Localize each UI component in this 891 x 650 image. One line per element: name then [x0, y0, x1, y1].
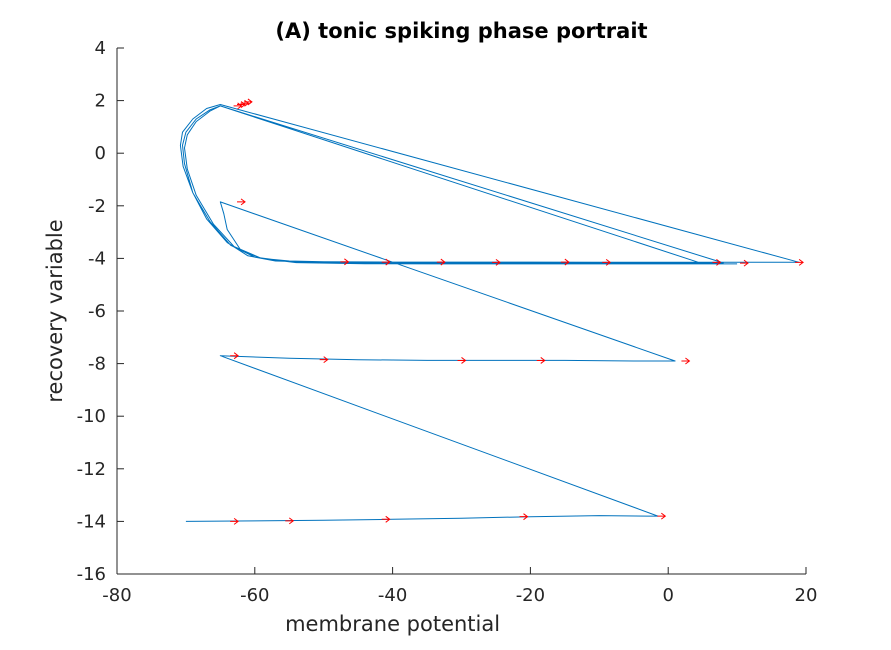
- direction-arrow: [436, 258, 446, 266]
- arrow-head: [712, 258, 722, 266]
- direction-arrow: [381, 515, 391, 523]
- x-tick-label: -40: [378, 585, 407, 606]
- y-tick-label: -14: [77, 511, 106, 532]
- arrow-head: [519, 513, 529, 521]
- x-tick-label: 20: [795, 585, 818, 606]
- direction-arrow: [381, 258, 391, 266]
- arrow-head: [739, 259, 749, 267]
- direction-arrow: [602, 258, 612, 266]
- y-tick-label: -4: [88, 248, 106, 269]
- arrow-head: [536, 357, 546, 364]
- x-tick-label: 0: [662, 585, 673, 606]
- arrow-head: [237, 101, 246, 108]
- arrow-head: [340, 258, 350, 266]
- direction-arrow: [712, 258, 722, 266]
- arrow-head: [795, 258, 804, 266]
- direction-arrow: [285, 517, 295, 525]
- direction-arrow: [237, 198, 246, 206]
- arrow-head: [491, 258, 501, 266]
- arrow-head: [560, 258, 570, 266]
- direction-arrow: [681, 357, 691, 365]
- chart-title: (A) tonic spiking phase portrait: [275, 19, 647, 43]
- trajectory-line: [179, 104, 800, 522]
- direction-arrow: [657, 512, 667, 520]
- arrow-head: [657, 512, 667, 520]
- plot-area: [179, 98, 804, 525]
- direction-arrow: [536, 357, 546, 364]
- y-axis-label: recovery variable: [43, 219, 67, 402]
- y-tick-label: -10: [77, 406, 106, 427]
- arrow-head: [233, 102, 243, 110]
- direction-arrow: [243, 98, 253, 106]
- arrow-head: [240, 99, 250, 107]
- arrow-head: [285, 517, 295, 525]
- y-tick-label: 0: [95, 143, 106, 164]
- y-tick-label: -12: [77, 459, 106, 480]
- arrow-head: [319, 356, 329, 364]
- y-tick-label: 2: [95, 91, 106, 112]
- direction-arrow: [519, 513, 529, 521]
- x-axis-label: membrane potential: [285, 612, 500, 636]
- y-tick-label: -2: [88, 196, 106, 217]
- direction-arrow: [240, 99, 250, 107]
- direction-arrow: [795, 258, 804, 266]
- arrow-head: [237, 198, 246, 206]
- arrow-head: [602, 258, 612, 266]
- arrow-head: [243, 98, 253, 106]
- direction-arrow: [319, 356, 329, 364]
- x-tick-label: -80: [102, 585, 131, 606]
- arrow-head: [681, 357, 691, 365]
- y-tick-label: -8: [88, 354, 106, 375]
- y-tick-label: -16: [77, 564, 106, 585]
- arrow-head: [381, 258, 391, 266]
- direction-arrow: [233, 102, 243, 110]
- y-tick-label: -6: [88, 301, 106, 322]
- arrow-head: [457, 357, 467, 364]
- y-tick-label: 4: [95, 38, 106, 59]
- direction-arrow: [340, 258, 350, 266]
- direction-arrow: [491, 258, 501, 266]
- arrow-head: [230, 352, 239, 360]
- direction-arrow: [560, 258, 570, 266]
- arrow-head: [381, 515, 391, 523]
- x-tick-label: -20: [516, 585, 545, 606]
- direction-arrow: [230, 352, 239, 360]
- x-tick-label: -60: [240, 585, 269, 606]
- arrow-head: [436, 258, 446, 266]
- arrow-head: [230, 518, 239, 525]
- direction-arrow: [237, 101, 246, 108]
- direction-arrow: [739, 259, 749, 267]
- direction-arrow: [230, 518, 239, 525]
- direction-arrow: [457, 357, 467, 364]
